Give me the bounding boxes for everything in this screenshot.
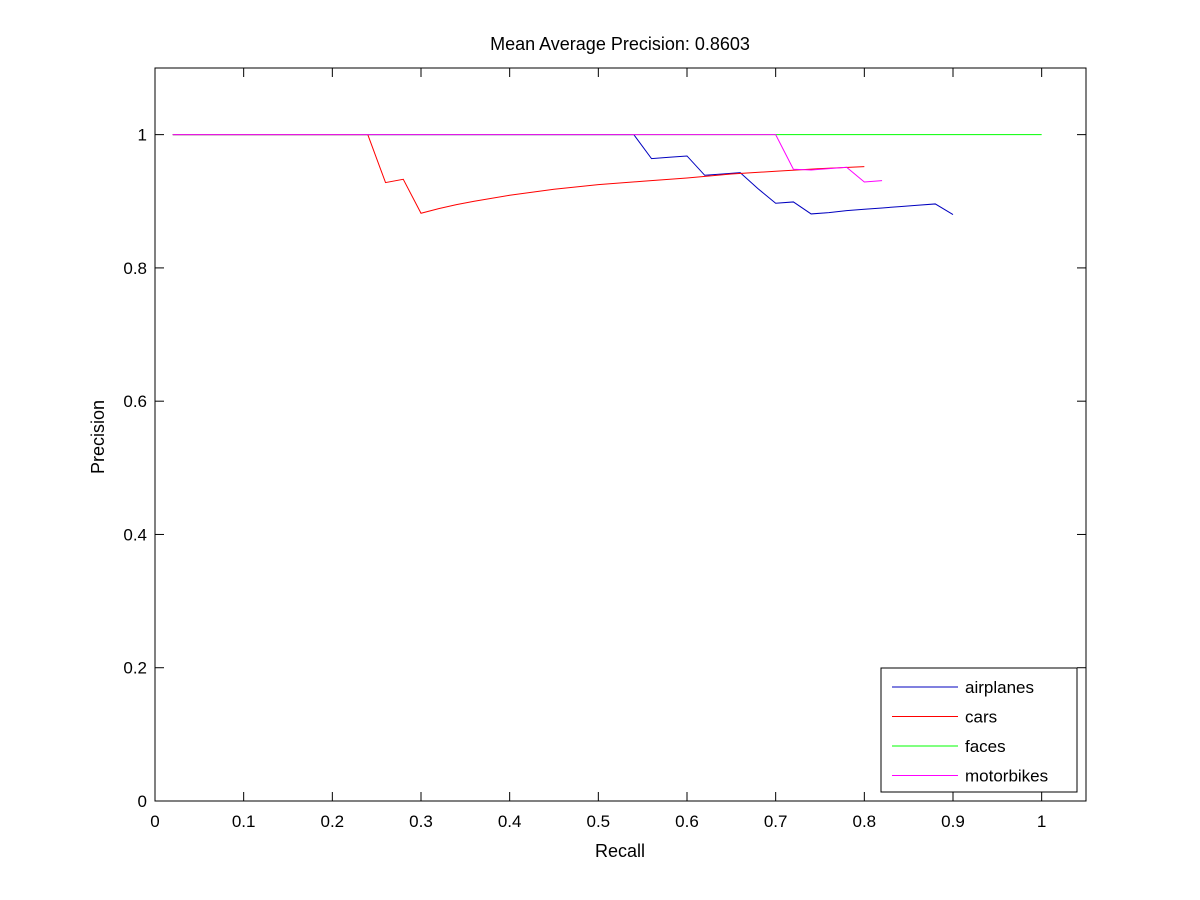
x-tick-label: 0.7 — [764, 812, 788, 831]
chart-title: Mean Average Precision: 0.8603 — [490, 34, 750, 54]
y-tick-label: 0.6 — [123, 392, 147, 411]
series-line-airplanes — [172, 134, 954, 216]
axis-ticks — [154, 68, 1086, 802]
y-tick-label: 0.2 — [123, 659, 147, 678]
series-line-cars — [172, 134, 865, 214]
legend-label-cars: cars — [965, 708, 997, 727]
x-tick-label: 0.4 — [498, 812, 522, 831]
x-tick-label: 0.3 — [409, 812, 433, 831]
x-tick-label: 0.8 — [853, 812, 877, 831]
y-tick-label: 0.4 — [123, 525, 147, 544]
x-tick-label: 0.1 — [232, 812, 256, 831]
legend-label-motorbikes: motorbikes — [965, 767, 1048, 786]
y-tick-label: 1 — [138, 126, 147, 145]
x-tick-label: 0.9 — [941, 812, 965, 831]
x-tick-label: 0.5 — [587, 812, 611, 831]
series-lines — [172, 134, 1042, 216]
x-tick-label: 0 — [150, 812, 159, 831]
tick-labels: 0 0.1 0.2 0.3 0.4 0.5 0.6 0.7 0.8 0.9 1 0 0.2 0.4 0.6 0… — [123, 126, 1046, 831]
legend-label-faces: faces — [965, 737, 1006, 756]
y-tick-label: 0.8 — [123, 259, 147, 278]
y-tick-label: 0 — [138, 792, 147, 811]
y-axis-title: Precision — [88, 400, 108, 474]
legend-label-airplanes: airplanes — [965, 678, 1034, 697]
x-axis-title: Recall — [595, 841, 645, 861]
x-tick-label: 0.6 — [675, 812, 699, 831]
x-tick-label: 0.2 — [321, 812, 345, 831]
legend: airplanes cars faces motorbikes — [880, 667, 1078, 793]
legend-box — [880, 667, 1078, 793]
series-line-motorbikes — [172, 134, 883, 183]
x-tick-label: 1 — [1037, 812, 1046, 831]
